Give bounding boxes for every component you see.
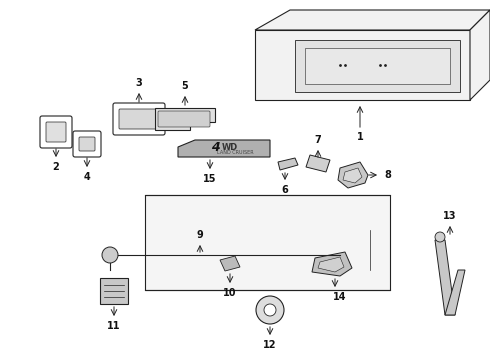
Text: 1: 1	[357, 132, 364, 142]
Text: 15: 15	[203, 174, 217, 184]
Polygon shape	[318, 257, 344, 272]
Polygon shape	[255, 10, 490, 30]
FancyBboxPatch shape	[40, 116, 72, 148]
Text: 12: 12	[263, 340, 277, 350]
Text: 9: 9	[196, 230, 203, 240]
Polygon shape	[435, 240, 455, 315]
Text: 4: 4	[84, 172, 90, 182]
Polygon shape	[343, 168, 362, 183]
Polygon shape	[255, 30, 470, 100]
Polygon shape	[305, 48, 450, 84]
Text: 14: 14	[333, 292, 347, 302]
Polygon shape	[470, 10, 490, 100]
Text: LAND CRUISER: LAND CRUISER	[217, 149, 253, 154]
Polygon shape	[155, 108, 215, 130]
Text: 5: 5	[182, 81, 188, 91]
FancyBboxPatch shape	[119, 109, 159, 129]
Circle shape	[264, 304, 276, 316]
Text: 11: 11	[107, 321, 121, 331]
Text: 6: 6	[282, 185, 289, 195]
Polygon shape	[278, 158, 298, 170]
Polygon shape	[338, 162, 368, 188]
Polygon shape	[145, 195, 390, 290]
Polygon shape	[178, 140, 270, 157]
FancyBboxPatch shape	[100, 278, 128, 304]
Text: WD: WD	[222, 143, 238, 152]
Circle shape	[256, 296, 284, 324]
Polygon shape	[306, 155, 330, 172]
Text: 7: 7	[315, 135, 321, 145]
FancyBboxPatch shape	[46, 122, 66, 142]
Polygon shape	[445, 270, 465, 315]
Text: 10: 10	[223, 288, 237, 298]
Polygon shape	[295, 40, 460, 92]
Text: 3: 3	[136, 78, 143, 88]
Text: 2: 2	[52, 162, 59, 172]
Polygon shape	[312, 252, 352, 276]
Text: 13: 13	[443, 211, 457, 221]
Text: 8: 8	[385, 170, 392, 180]
FancyBboxPatch shape	[73, 131, 101, 157]
FancyBboxPatch shape	[79, 137, 95, 151]
Text: 4: 4	[211, 140, 220, 153]
FancyBboxPatch shape	[158, 111, 210, 127]
Circle shape	[435, 232, 445, 242]
Polygon shape	[220, 256, 240, 271]
Circle shape	[102, 247, 118, 263]
FancyBboxPatch shape	[113, 103, 165, 135]
